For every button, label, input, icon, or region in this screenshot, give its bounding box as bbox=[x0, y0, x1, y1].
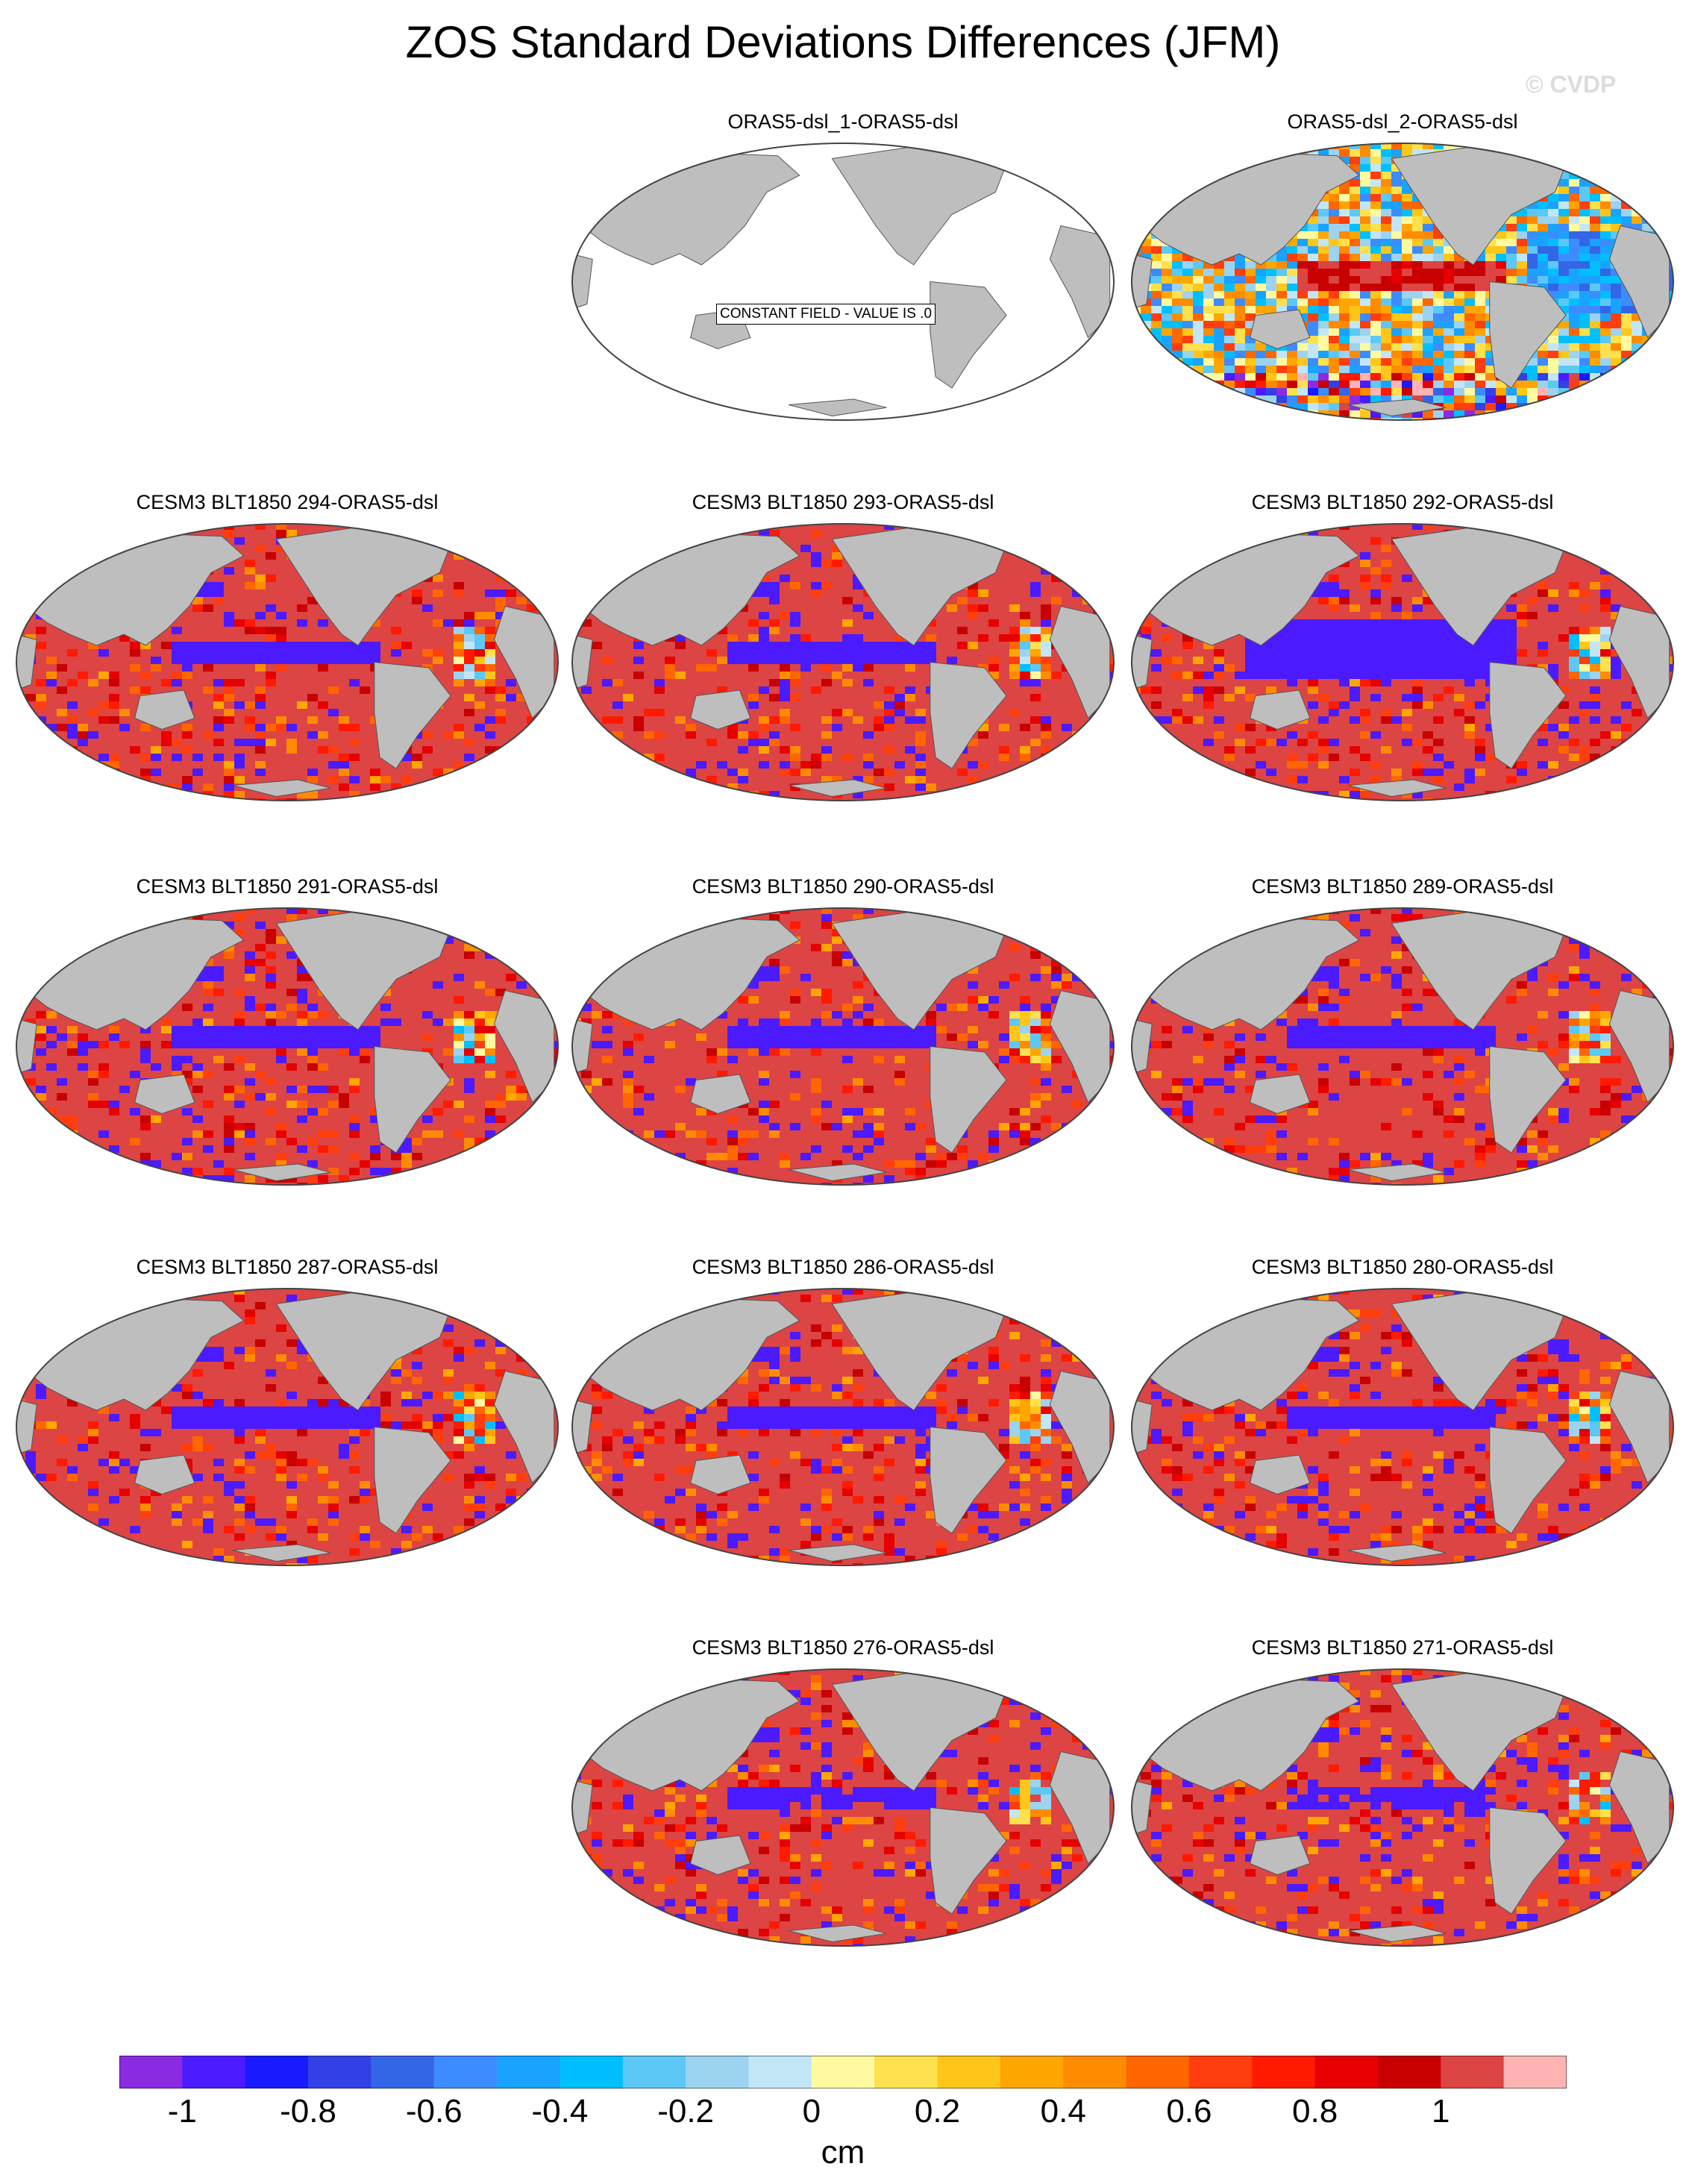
colorbar-swatch bbox=[1000, 2056, 1064, 2088]
colorbar-swatch bbox=[874, 2056, 938, 2088]
colorbar-tick-label: 1 bbox=[1432, 2093, 1450, 2130]
colorbar-swatch bbox=[748, 2056, 812, 2088]
map-panel bbox=[571, 907, 1115, 1186]
colorbar-tick-label: 0 bbox=[803, 2093, 821, 2130]
panel-title: CESM3 BLT1850 290-ORAS5-dsl bbox=[567, 875, 1119, 898]
panel-title: CESM3 BLT1850 276-ORAS5-dsl bbox=[567, 1636, 1119, 1659]
colorbar-swatch bbox=[497, 2056, 560, 2088]
colorbar-swatch bbox=[182, 2056, 246, 2088]
colorbar-swatch bbox=[308, 2056, 372, 2088]
panel-title: ORAS5-dsl_2-ORAS5-dsl bbox=[1126, 110, 1679, 134]
colorbar-tick-label: 0.2 bbox=[915, 2093, 960, 2130]
map-panel bbox=[1131, 143, 1674, 421]
map-panel bbox=[1131, 1288, 1674, 1566]
colorbar-swatch bbox=[1503, 2056, 1567, 2088]
colorbar-tick-label: 0.6 bbox=[1166, 2093, 1212, 2130]
watermark: © CVDP bbox=[1526, 71, 1616, 98]
map-panel bbox=[16, 907, 559, 1186]
figure-title: ZOS Standard Deviations Differences (JFM… bbox=[0, 16, 1686, 68]
panel-title: CESM3 BLT1850 294-ORAS5-dsl bbox=[11, 491, 563, 514]
panel-title: CESM3 BLT1850 286-ORAS5-dsl bbox=[567, 1256, 1119, 1279]
map-panel bbox=[571, 523, 1115, 801]
colorbar-tick-label: -0.4 bbox=[532, 2093, 589, 2130]
colorbar-units: cm bbox=[821, 2134, 865, 2171]
map-panel bbox=[571, 1288, 1115, 1566]
map-panel bbox=[16, 523, 559, 801]
map-panel bbox=[571, 143, 1115, 421]
colorbar-swatch bbox=[686, 2056, 749, 2088]
panel-title: CESM3 BLT1850 291-ORAS5-dsl bbox=[11, 875, 563, 898]
map-panel bbox=[1131, 523, 1674, 801]
colorbar-swatch bbox=[560, 2056, 624, 2088]
map-panel bbox=[1131, 907, 1674, 1186]
colorbar-swatch bbox=[245, 2056, 309, 2088]
colorbar-swatch bbox=[1252, 2056, 1316, 2088]
colorbar-swatch bbox=[433, 2056, 498, 2088]
panel-title: CESM3 BLT1850 287-ORAS5-dsl bbox=[11, 1256, 563, 1279]
colorbar-swatch bbox=[1377, 2056, 1441, 2088]
panel-title: CESM3 BLT1850 280-ORAS5-dsl bbox=[1126, 1256, 1679, 1279]
panel-title: CESM3 BLT1850 271-ORAS5-dsl bbox=[1126, 1636, 1679, 1659]
colorbar-tick-label: -1 bbox=[168, 2093, 197, 2130]
colorbar-tick-label: -0.6 bbox=[406, 2093, 463, 2130]
colorbar-swatch bbox=[622, 2056, 686, 2088]
colorbar-swatch bbox=[1441, 2056, 1505, 2088]
colorbar-tick-label: 0.4 bbox=[1041, 2093, 1086, 2130]
colorbar-tick-label: 0.8 bbox=[1292, 2093, 1338, 2130]
panel-title: CESM3 BLT1850 289-ORAS5-dsl bbox=[1126, 875, 1679, 898]
panel-title: ORAS5-dsl_1-ORAS5-dsl bbox=[567, 110, 1119, 134]
panel-title: CESM3 BLT1850 293-ORAS5-dsl bbox=[567, 491, 1119, 514]
colorbar-tick-label: -0.2 bbox=[657, 2093, 714, 2130]
colorbar-tick-label: -0.8 bbox=[280, 2093, 336, 2130]
colorbar-swatch bbox=[1188, 2056, 1253, 2088]
map-panel bbox=[571, 1668, 1115, 1947]
map-panel bbox=[1131, 1668, 1674, 1947]
colorbar-swatch bbox=[1126, 2056, 1190, 2088]
panel-title: CESM3 BLT1850 292-ORAS5-dsl bbox=[1126, 491, 1679, 514]
colorbar-swatch bbox=[119, 2056, 183, 2088]
colorbar bbox=[119, 2056, 1567, 2088]
colorbar-swatch bbox=[1314, 2056, 1379, 2088]
map-panel bbox=[16, 1288, 559, 1566]
constant-field-annotation: CONSTANT FIELD - VALUE IS .0 bbox=[716, 304, 936, 325]
colorbar-swatch bbox=[1063, 2056, 1127, 2088]
colorbar-swatch bbox=[811, 2056, 875, 2088]
colorbar-swatch bbox=[371, 2056, 435, 2088]
colorbar-swatch bbox=[937, 2056, 1001, 2088]
